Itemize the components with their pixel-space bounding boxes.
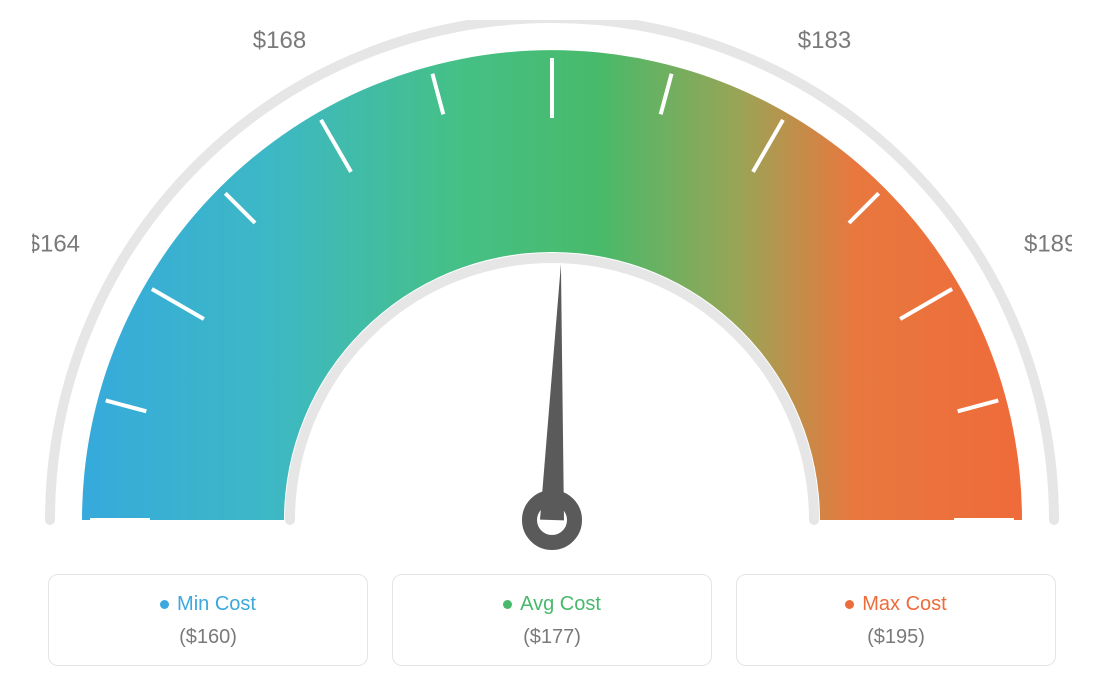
- legend-title-max: Max Cost: [845, 593, 946, 616]
- legend-title-min: Min Cost: [160, 593, 256, 616]
- legend-card-max: Max Cost ($195): [736, 574, 1056, 666]
- gauge-svg: $160$164$168$177$183$189$195: [32, 20, 1072, 580]
- gauge-chart: $160$164$168$177$183$189$195: [0, 0, 1104, 570]
- dot-icon-max: [845, 600, 854, 609]
- legend-value-max: ($195): [757, 626, 1035, 649]
- legend-value-min: ($160): [69, 626, 347, 649]
- legend-label-min: Min Cost: [177, 593, 256, 616]
- gauge-needle: [540, 264, 564, 520]
- gauge-tick-label: $183: [798, 27, 851, 54]
- legend-card-avg: Avg Cost ($177): [392, 574, 712, 666]
- dot-icon-min: [160, 600, 169, 609]
- gauge-tick-label: $189: [1024, 231, 1072, 258]
- legend-label-max: Max Cost: [862, 593, 946, 616]
- legend-card-min: Min Cost ($160): [48, 574, 368, 666]
- legend-title-avg: Avg Cost: [503, 593, 601, 616]
- legend-value-avg: ($177): [413, 626, 691, 649]
- gauge-tick-label: $164: [32, 231, 80, 258]
- gauge-tick-label: $168: [253, 27, 306, 54]
- legend-row: Min Cost ($160) Avg Cost ($177) Max Cost…: [0, 574, 1104, 666]
- dot-icon-avg: [503, 600, 512, 609]
- legend-label-avg: Avg Cost: [520, 593, 601, 616]
